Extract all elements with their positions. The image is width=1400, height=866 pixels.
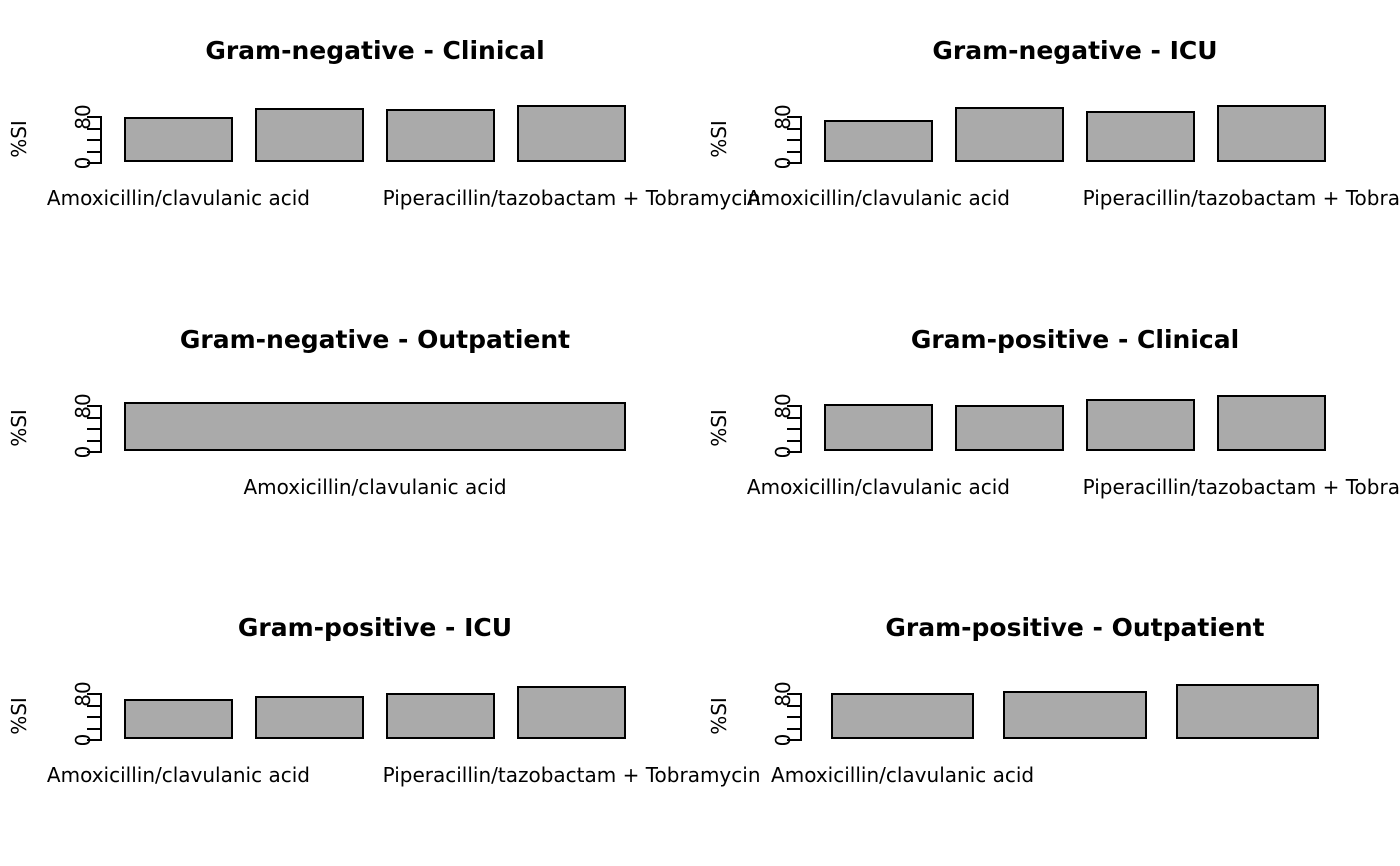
y-axis-tick [87,416,102,419]
bar [1085,399,1196,451]
x-axis-label: Amoxicillin/clavulanic acid [46,186,310,210]
panel-gram-negative-outpatient: Gram-negative - Outpatient %SI 0 80 Amoxic… [0,289,700,577]
y-axis-tick [87,162,102,164]
y-axis-tick [787,704,802,707]
y-axis-tick [87,127,102,130]
plot-area: 0 80 Amoxicillin/clavulanic acid Piperacill… [700,0,1400,289]
bar [516,105,627,162]
bar [1003,691,1147,739]
y-axis-tick [787,116,802,118]
x-axis-label: Amoxicillin/clavulanic acid [746,475,1010,499]
chart-title: Gram-positive - Outpatient [885,613,1265,642]
bar [124,402,626,451]
y-axis-tick [787,428,802,430]
bar [385,109,496,162]
y-axis-tick [87,428,102,430]
y-tick-label: 80 [771,393,795,419]
bar [1175,684,1320,739]
bar [823,120,934,162]
y-tick-label: 80 [71,393,95,419]
x-axis-label: Piperacillin/tazobactam + Tobramycin [1082,475,1400,499]
y-tick-label: 80 [771,104,795,130]
bar [823,404,934,451]
y-axis-tick [87,150,102,153]
bar [954,405,1065,451]
plot-area: 0 80 Amoxicillin/clavulanic acid [700,577,1400,866]
y-tick-label: 80 [771,681,795,707]
y-tick-label: 0 [771,733,795,747]
y-axis-tick [87,739,102,741]
y-axis-tick [87,139,102,141]
chart-title: Gram-negative - Outpatient [179,325,571,354]
plot-area: 0 80 Amoxicillin/clavulanic acid Piperacill… [700,289,1400,578]
y-tick-label: 80 [71,681,95,707]
y-axis-tick [787,405,802,407]
plot-area: 0 80 Amoxicillin/clavulanic acid Piperacill… [0,0,761,289]
bar [1216,105,1327,162]
chart-title: Gram-negative - Clinical [205,36,545,65]
panel-gram-positive-outpatient: Gram-positive - Outpatient %SI 0 80 Amoxic… [700,577,1400,866]
x-axis-label: Piperacillin/tazobactam + Tobramycin [382,186,761,210]
y-axis-tick [87,405,102,407]
bar [254,696,365,739]
y-axis-tick [87,693,102,695]
chart-title: Gram-positive - ICU [237,613,513,642]
panel-gram-negative-clinical: Gram-negative - Clinical %SI 0 80 Amoxicil… [0,0,761,289]
y-axis-tick [787,716,802,718]
y-axis-tick [787,416,802,419]
y-axis-tick [787,127,802,130]
y-tick-label: 0 [71,733,95,747]
y-axis-tick [787,150,802,153]
bar [1085,111,1196,162]
panel-gram-positive-clinical: Gram-positive - Clinical %SI 0 80 Amoxicil… [700,289,1400,577]
y-axis-tick [87,704,102,707]
y-axis-tick [787,451,802,453]
y-axis-tick [87,727,102,730]
x-axis-label: Amoxicillin/clavulanic acid [746,186,1010,210]
chart-title: Gram-negative - ICU [932,36,1218,65]
bar [254,108,365,162]
bar [1216,395,1327,451]
bar [954,107,1065,162]
bar [830,693,975,739]
y-axis-tick [87,439,102,442]
y-axis-tick [787,139,802,141]
y-axis-tick [787,693,802,695]
y-axis-tick [787,727,802,730]
y-axis-tick [87,716,102,718]
plot-area: 0 80 Amoxicillin/clavulanic acid [0,289,700,578]
y-axis-tick [787,739,802,741]
x-axis-label: Amoxicillin/clavulanic acid [771,763,1035,787]
bar [123,699,234,739]
y-axis-tick [87,116,102,118]
panel-gram-negative-icu: Gram-negative - ICU %SI 0 80 Amoxicillin/c… [700,0,1400,289]
panel-gram-positive-icu: Gram-positive - ICU %SI 0 80 Amoxicillin/c… [0,577,761,866]
y-tick-label: 0 [771,445,795,459]
chart-title: Gram-positive - Clinical [910,325,1240,354]
y-tick-label: 0 [71,156,95,170]
y-axis-tick [787,162,802,164]
x-axis-label: Amoxicillin/clavulanic acid [46,763,310,787]
bar [123,117,234,162]
x-axis-label: Piperacillin/tazobactam + Tobramycin [382,763,761,787]
plot-area: 0 80 Amoxicillin/clavulanic acid Piperacill… [0,577,761,866]
x-axis-label: Amoxicillin/clavulanic acid [243,475,507,499]
x-axis-label: Piperacillin/tazobactam + Tobramycin [1082,186,1400,210]
y-tick-label: 80 [71,104,95,130]
y-tick-label: 0 [771,156,795,170]
y-axis-tick [87,451,102,453]
bar [385,693,496,739]
bar [516,686,627,739]
y-axis-tick [787,439,802,442]
y-tick-label: 0 [71,445,95,459]
